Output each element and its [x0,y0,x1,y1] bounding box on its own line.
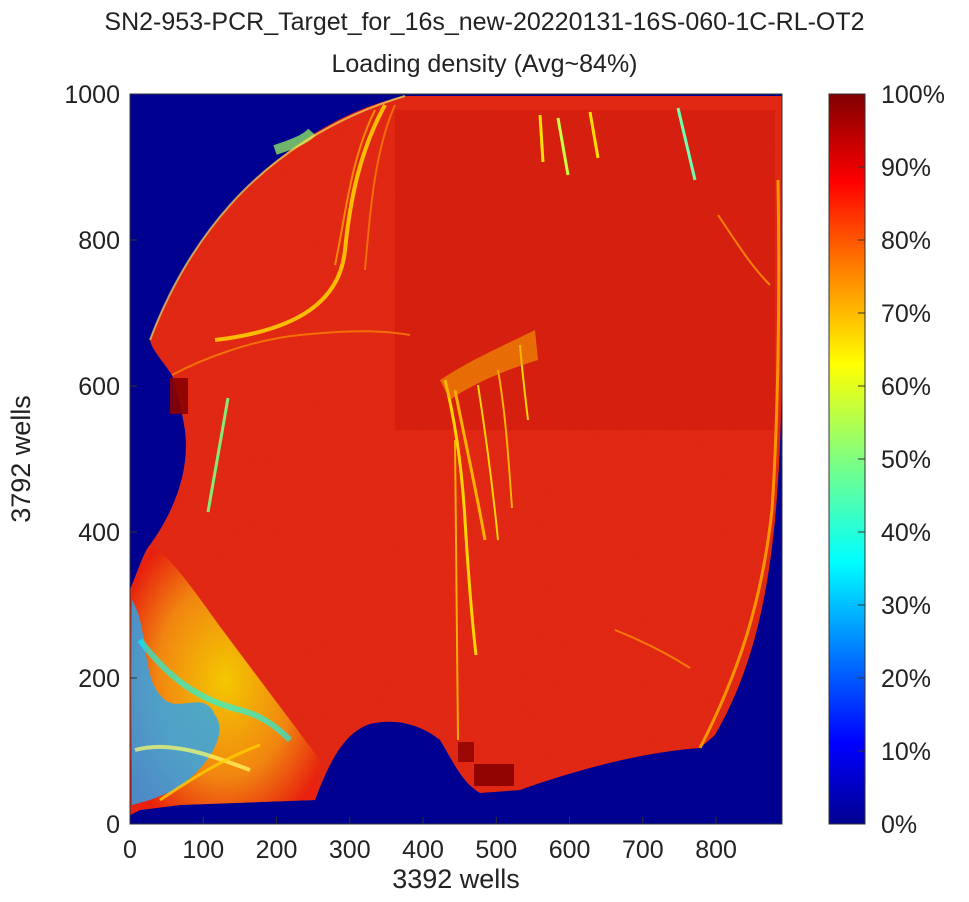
y-tick-label: 0 [106,811,120,839]
y-tick-label: 600 [78,373,120,401]
x-tick-label: 0 [123,836,137,864]
colorbar-tick-label: 20% [881,665,931,693]
colorbar-tick-label: 60% [881,373,931,401]
colorbar-tick-label: 80% [881,227,931,255]
x-tick-label: 300 [329,836,371,864]
x-tick-label: 800 [695,836,737,864]
x-tick-label: 100 [182,836,224,864]
colorbar-tick-label: 50% [881,446,931,474]
y-tick-label: 200 [78,665,120,693]
x-tick-label: 600 [549,836,591,864]
x-tick-label: 700 [622,836,664,864]
x-tick-label: 500 [475,836,517,864]
chart-subtitle: Loading density (Avg~84%) [331,50,638,78]
plot-frame [129,93,783,825]
colorbar-tick-label: 90% [881,154,931,182]
heatmap-plot-area [130,94,782,824]
x-axis: 0 100 200 300 400 500 600 700 800 [123,817,737,864]
colorbar-tick-label: 30% [881,592,931,620]
colorbar-tick-label: 70% [881,300,931,328]
x-tick-label: 200 [256,836,298,864]
x-axis-label: 3392 wells [392,864,520,894]
y-tick-label: 400 [78,519,120,547]
y-axis: 0 200 400 600 800 1000 [64,81,137,839]
y-axis-label: 3792 wells [6,395,36,523]
y-tick-label: 800 [78,227,120,255]
x-tick-label: 400 [402,836,444,864]
y-tick-label: 1000 [64,81,120,109]
colorbar-tick-label: 0% [881,811,917,839]
colorbar-tick-label: 100% [881,81,945,109]
chart-title: SN2-953-PCR_Target_for_16s_new-20220131-… [104,8,865,36]
colorbar-tick-label: 40% [881,519,931,547]
colorbar-tick-label: 10% [881,738,931,766]
colorbar-axis: 0% 10% 20% 30% 40% 50% 60% 70% 80% 90% 100% [858,81,945,839]
